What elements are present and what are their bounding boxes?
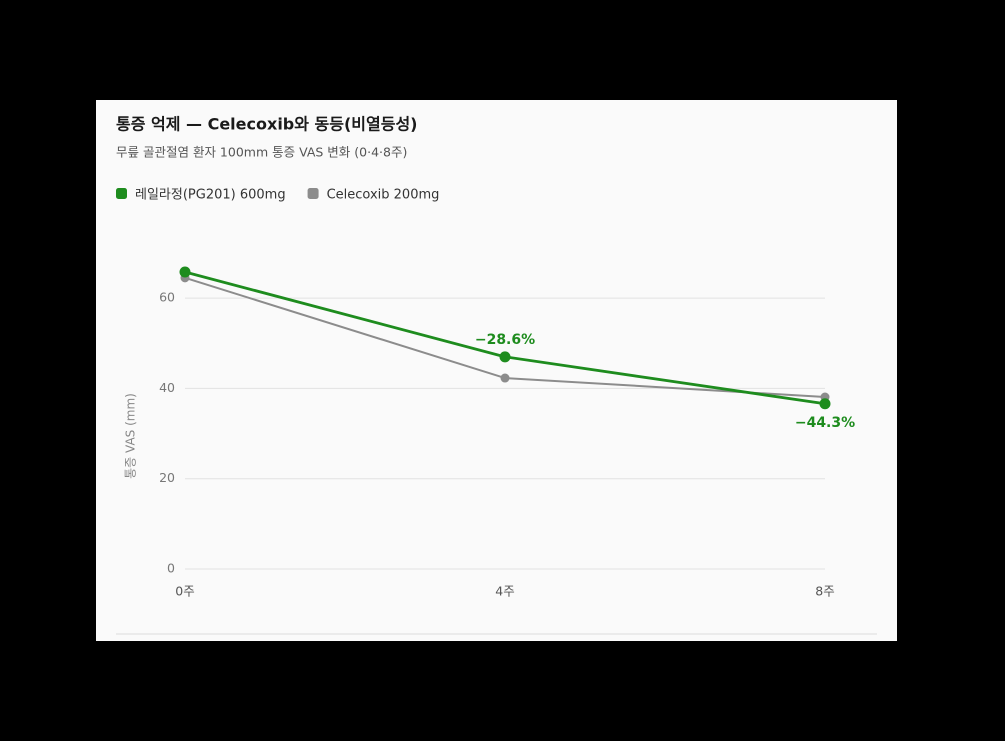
data-point	[179, 266, 191, 278]
chart-subtitle: 무릎 골관절염 환자 100mm 통증 VAS 변화 (0·4·8주)	[116, 145, 407, 160]
legend-label: Celecoxib 200mg	[327, 188, 440, 203]
x-tick-label: 8주	[815, 584, 834, 599]
annotation: −44.3%	[795, 415, 855, 431]
y-tick-label: 60	[159, 290, 175, 305]
y-tick-label: 40	[159, 380, 175, 395]
card	[96, 100, 897, 641]
y-axis-label: 통증 VAS (mm)	[124, 393, 138, 479]
data-point	[819, 398, 831, 410]
y-tick-label: 20	[159, 470, 175, 485]
x-tick-label: 0주	[175, 584, 194, 599]
data-point	[500, 373, 510, 383]
x-tick-label: 4주	[495, 584, 514, 599]
legend-label: 레일라정(PG201) 600mg	[135, 188, 286, 203]
annotation: −28.6%	[475, 332, 535, 348]
y-tick-label: 0	[167, 561, 175, 576]
legend: 레일라정(PG201) 600mg Celecoxib 200mg	[116, 188, 439, 203]
legend-swatch	[307, 188, 319, 199]
chart-title: 통증 억제 — Celecoxib와 동등(비열등성)	[116, 115, 418, 134]
data-point	[499, 351, 511, 363]
legend-swatch	[116, 188, 127, 199]
